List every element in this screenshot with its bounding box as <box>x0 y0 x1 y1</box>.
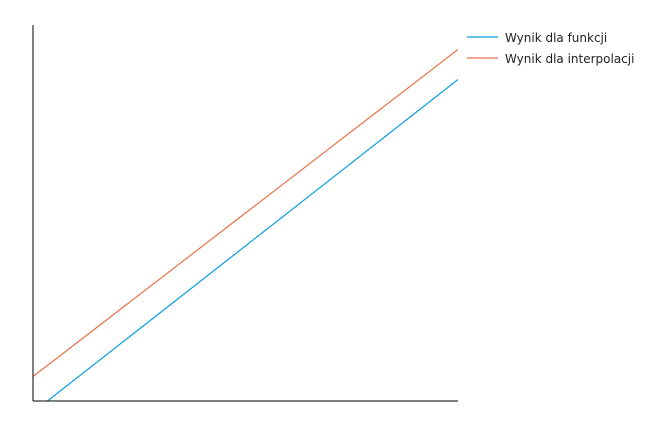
legend: Wynik dla funkcji Wynik dla interpolacji <box>467 31 634 66</box>
series-line-interpolacja <box>33 48 458 378</box>
legend-label-interpolacja: Wynik dla interpolacji <box>505 52 634 66</box>
series-line-funkcja <box>46 79 458 401</box>
legend-entry-interpolacja: Wynik dla interpolacji <box>467 52 634 66</box>
legend-label-funkcja: Wynik dla funkcji <box>505 31 607 45</box>
series-layer <box>33 48 458 401</box>
legend-entry-funkcja: Wynik dla funkcji <box>467 31 607 45</box>
